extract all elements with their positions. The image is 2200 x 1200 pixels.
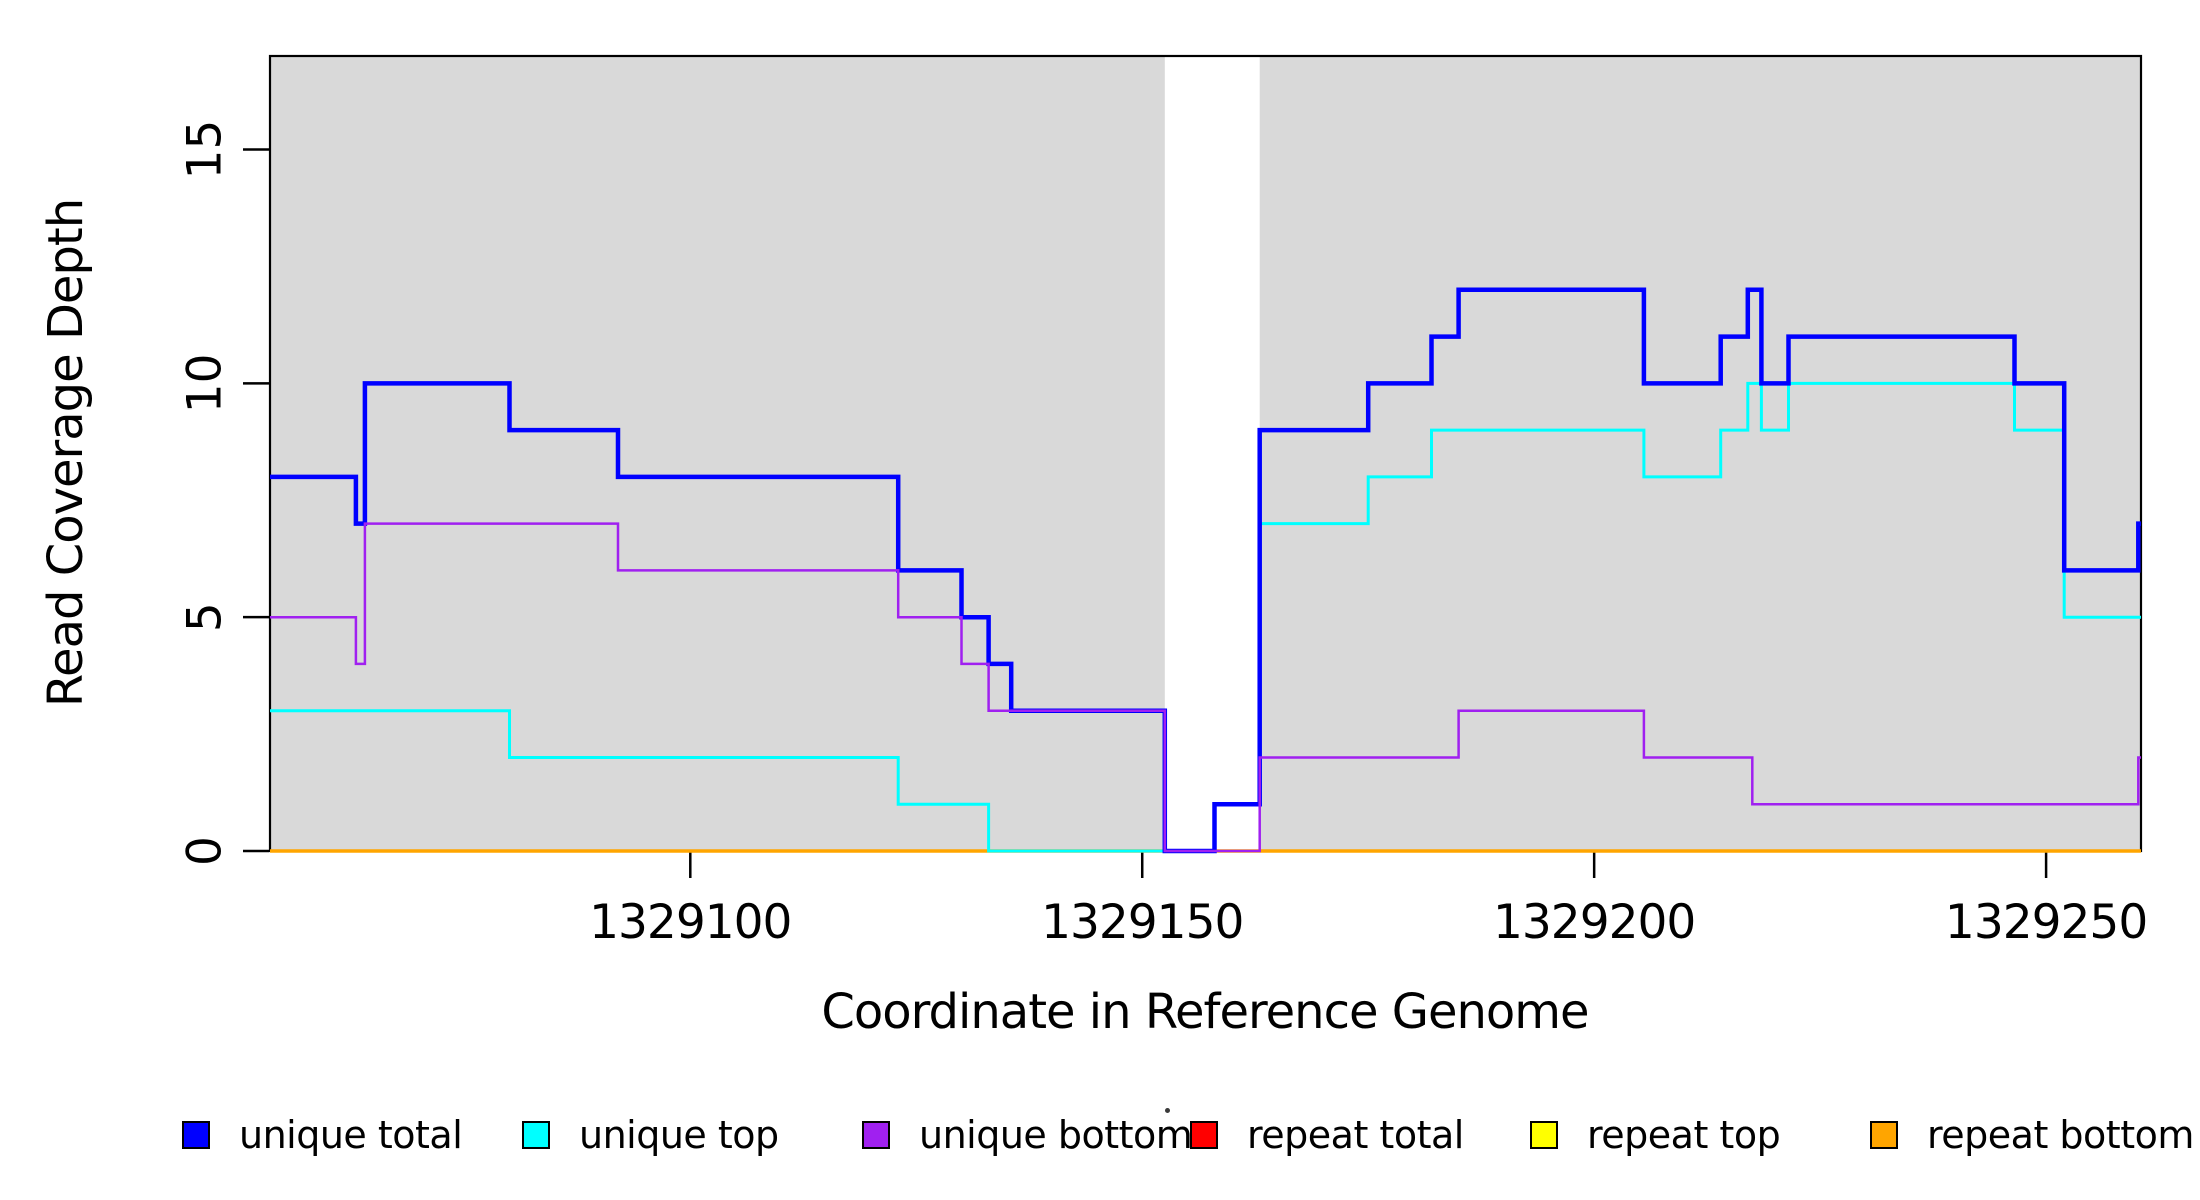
series-unique-total — [270, 287, 2141, 854]
series-unique-top — [270, 381, 2141, 853]
y-tick-label: 10 — [178, 353, 233, 413]
legend-swatch-repeat-total — [1190, 1121, 1218, 1149]
legend-item-repeat-top: repeat top — [1530, 1113, 1781, 1157]
y-tick-label: 15 — [178, 120, 233, 180]
y-axis-title: Read Coverage Depth — [38, 198, 94, 708]
legend-label: repeat bottom — [1927, 1113, 2194, 1157]
legend-item-repeat-bottom: repeat bottom — [1870, 1113, 2194, 1157]
legend-label: repeat total — [1247, 1113, 1464, 1157]
legend-swatch-unique-total — [182, 1121, 210, 1149]
x-tick-label: 1329200 — [1493, 895, 1695, 950]
y-tick-label: 5 — [178, 602, 233, 632]
legend-swatch-repeat-bottom — [1870, 1121, 1898, 1149]
legend-item-unique-top: unique top — [522, 1113, 779, 1157]
x-tick-label: 1329100 — [589, 895, 791, 950]
x-tick-label: 1329250 — [1945, 895, 2147, 950]
x-tick-label: 1329150 — [1041, 895, 1243, 950]
legend-label: unique bottom — [919, 1113, 1193, 1157]
legend-swatch-unique-bottom — [862, 1121, 890, 1149]
x-axis-title: Coordinate in Reference Genome — [821, 984, 1589, 1040]
legend-swatch-unique-top — [522, 1121, 550, 1149]
legend-label: repeat top — [1587, 1113, 1781, 1157]
legend-item-unique-total: unique total — [182, 1113, 463, 1157]
legend-label: unique total — [239, 1113, 463, 1157]
stray-mark-dot — [1165, 1108, 1170, 1113]
series-unique-bottom — [270, 522, 2141, 853]
legend-swatch-repeat-top — [1530, 1121, 1558, 1149]
y-tick-label: 0 — [178, 836, 233, 866]
shaded-region-1 — [270, 56, 1165, 851]
shaded-region-2 — [1259, 56, 2141, 851]
legend-label: unique top — [579, 1113, 779, 1157]
legend-item-unique-bottom: unique bottom — [862, 1113, 1193, 1157]
legend-item-repeat-total: repeat total — [1190, 1113, 1464, 1157]
